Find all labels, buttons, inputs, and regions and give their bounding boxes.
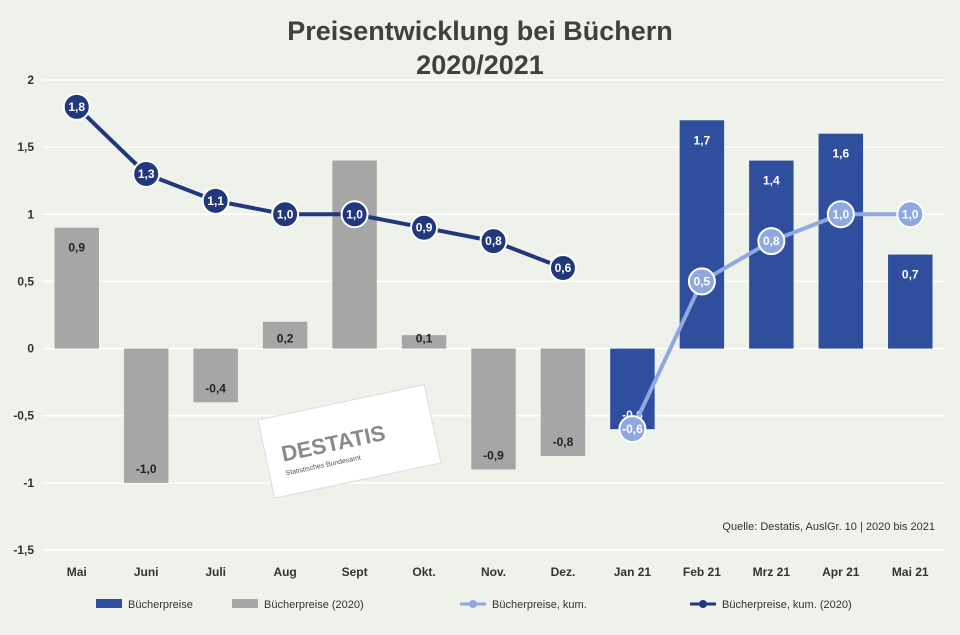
line-point: [687, 267, 716, 296]
source-note: Quelle: Destatis, AuslGr. 10 | 2020 bis …: [722, 521, 935, 533]
line-data-label: 1,0: [902, 207, 919, 221]
x-tick-label: Aug: [273, 565, 296, 579]
bar-data-label: -0,4: [205, 381, 226, 395]
line-data-label: 1,0: [346, 207, 363, 221]
series-lines: -0,6 0,5 0,8 1,0 1,0 1,8 1,3 1,1 1,0 1,0 0,9 0,8 0,6: [62, 92, 925, 444]
y-tick-label: 0,5: [17, 274, 34, 288]
bar-data-label: -0,8: [553, 435, 574, 449]
grid-lines: [42, 79, 945, 551]
chart-title: Preisentwicklung bei Büchern 2020/2021: [0, 14, 960, 82]
line-point: [62, 92, 91, 121]
bar: [193, 348, 238, 403]
line-data-label: 1,3: [138, 167, 155, 181]
chart-title-line2: 2020/2021: [416, 50, 544, 80]
line-point: [340, 200, 369, 229]
legend-label: Bücherpreise (2020): [264, 599, 364, 611]
line-data-label: -0,6: [622, 422, 643, 436]
line-data-label: 0,8: [485, 234, 502, 248]
y-axis-ticks: 2 1,5 1 0,5 0 -0,5 -1 -1,5: [13, 73, 34, 557]
bar: [471, 348, 516, 470]
x-axis-ticks: Mai Juni Juli Aug Sept Okt. Nov. Dez. Jan 21 Feb …: [67, 565, 929, 579]
y-tick-label: -0,5: [13, 409, 34, 423]
y-tick-label: 2: [27, 73, 34, 87]
x-tick-label: Juni: [134, 565, 159, 579]
x-tick-label: Mai: [67, 565, 87, 579]
line-data-label: 1,0: [277, 207, 294, 221]
bar: [332, 160, 377, 349]
bar: [262, 321, 308, 349]
legend-marker: [469, 600, 477, 608]
line-data-label: 0,6: [555, 261, 572, 275]
line-data-label: 1,8: [68, 100, 85, 114]
bar-data-label: -1,0: [136, 462, 157, 476]
x-tick-label: Juli: [205, 565, 226, 579]
line-data-label: 0,8: [763, 234, 780, 248]
bar-data-label: 0,7: [902, 268, 919, 282]
bar: [401, 335, 447, 349]
line-point: [826, 200, 855, 229]
destatis-logo: DESTATIS Statistisches Bundesamt: [257, 384, 442, 499]
legend-swatch: [96, 599, 122, 608]
y-tick-label: 0: [27, 342, 34, 356]
line-point: [132, 160, 161, 188]
x-tick-label: Okt.: [412, 565, 435, 579]
line-point: [618, 415, 647, 444]
bar-data-label: 1,4: [763, 174, 780, 188]
bar-data-label: 1,6: [832, 147, 849, 161]
line-data-label: 1,0: [832, 207, 849, 221]
bar-data-label: 0,9: [68, 241, 85, 255]
line-point: [201, 186, 230, 215]
line-data-label: 0,9: [416, 221, 433, 235]
bar-data-label: 1,7: [694, 133, 711, 147]
bar-data-label: 0,2: [277, 332, 294, 346]
line-point: [548, 254, 577, 282]
y-tick-label: 1: [27, 207, 34, 221]
line-point: [479, 227, 508, 256]
x-tick-label: Jan 21: [614, 565, 652, 579]
legend-label: Bücherpreise: [128, 599, 193, 611]
legend-label: Bücherpreise, kum.: [492, 599, 587, 611]
legend-label: Bücherpreise, kum. (2020): [722, 599, 852, 611]
line-point: [896, 200, 925, 229]
line-point: [757, 227, 786, 256]
x-tick-label: Dez.: [551, 565, 576, 579]
bar: [123, 348, 169, 483]
x-tick-label: Apr 21: [822, 565, 860, 579]
bar-data-label: 0,1: [416, 332, 433, 346]
chart-title-line1: Preisentwicklung bei Büchern: [287, 16, 673, 46]
legend: Bücherpreise Bücherpreise (2020) Bücherpre…: [96, 599, 852, 611]
logo-card: [257, 384, 442, 499]
bar: [540, 348, 586, 456]
line-point: [410, 213, 439, 242]
bar-data-label: -0,9: [483, 448, 504, 462]
y-tick-label: 1,5: [17, 140, 34, 154]
legend-marker: [699, 600, 707, 608]
x-tick-label: Nov.: [481, 565, 506, 579]
line-data-label: 0,5: [694, 274, 711, 288]
x-tick-label: Sept: [342, 565, 368, 579]
y-tick-label: -1: [23, 476, 34, 490]
line-point: [271, 200, 300, 229]
y-tick-label: -1,5: [13, 543, 34, 557]
legend-swatch: [232, 599, 258, 608]
bar: [818, 133, 864, 349]
bars: -0,6 1,7 1,4 1,6 0,7 0,9 -1,0 -0,4 0,2 0,1 -0,9 -0,…: [54, 120, 933, 483]
x-tick-label: Feb 21: [683, 565, 721, 579]
x-tick-label: Mai 21: [892, 565, 929, 579]
line-data-label: 1,1: [207, 194, 224, 208]
x-tick-label: Mrz 21: [753, 565, 791, 579]
bar: [888, 254, 933, 349]
bar: [54, 227, 99, 349]
